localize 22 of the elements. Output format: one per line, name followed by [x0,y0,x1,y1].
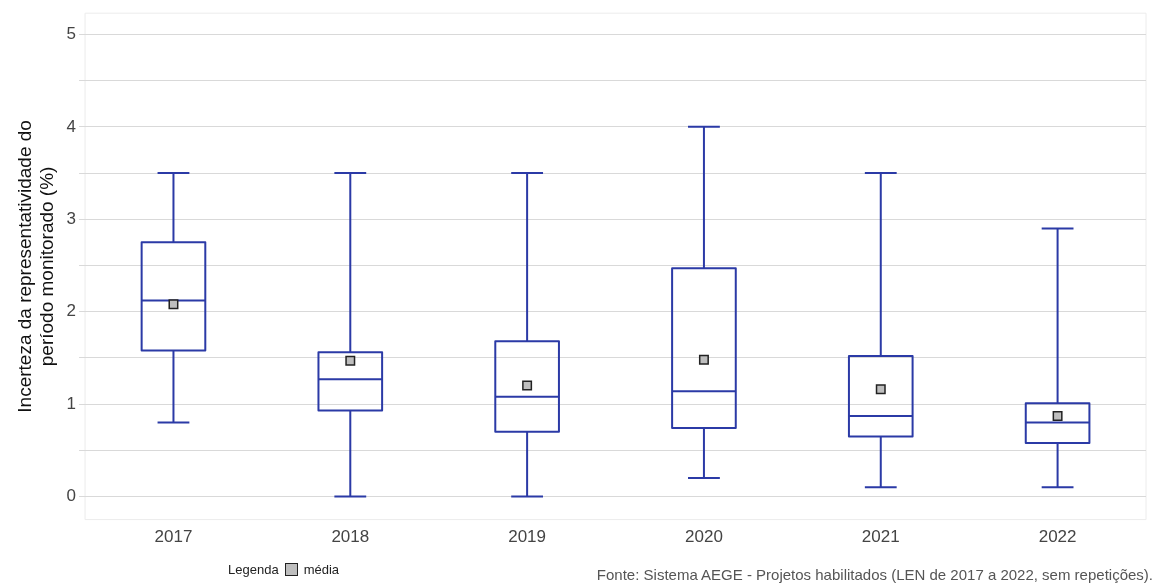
point [522,380,533,391]
x-tick-label: 2021 [861,527,900,547]
y-tick-label: 3 [66,208,77,228]
y-tick-label: 2 [66,301,77,321]
point [345,355,356,366]
y-tick-label: 1 [66,393,77,413]
y-tick-label: 0 [66,486,77,506]
x-tick-label: 2022 [1038,527,1077,547]
point [168,299,179,310]
y-tick-label: 4 [66,116,77,136]
legend-label: média [303,562,340,577]
source-note: Fonte: Sistema AEGE - Projetos habilitados (LEN de 2017 a 2022, sem repetições). [596,566,1153,583]
x-tick-label: 2019 [508,527,547,547]
x-tick-label: 2020 [685,527,723,547]
y-tick-label: 5 [66,24,77,44]
x-tick-label: 2017 [154,527,193,547]
x-tick-label: 2018 [331,527,370,547]
y-axis-title: Incerteza da representatividade do período monitorado (%) [13,120,58,413]
point [875,384,886,395]
point [1052,411,1063,422]
point [698,354,709,365]
legend-title: Legenda [228,562,279,577]
